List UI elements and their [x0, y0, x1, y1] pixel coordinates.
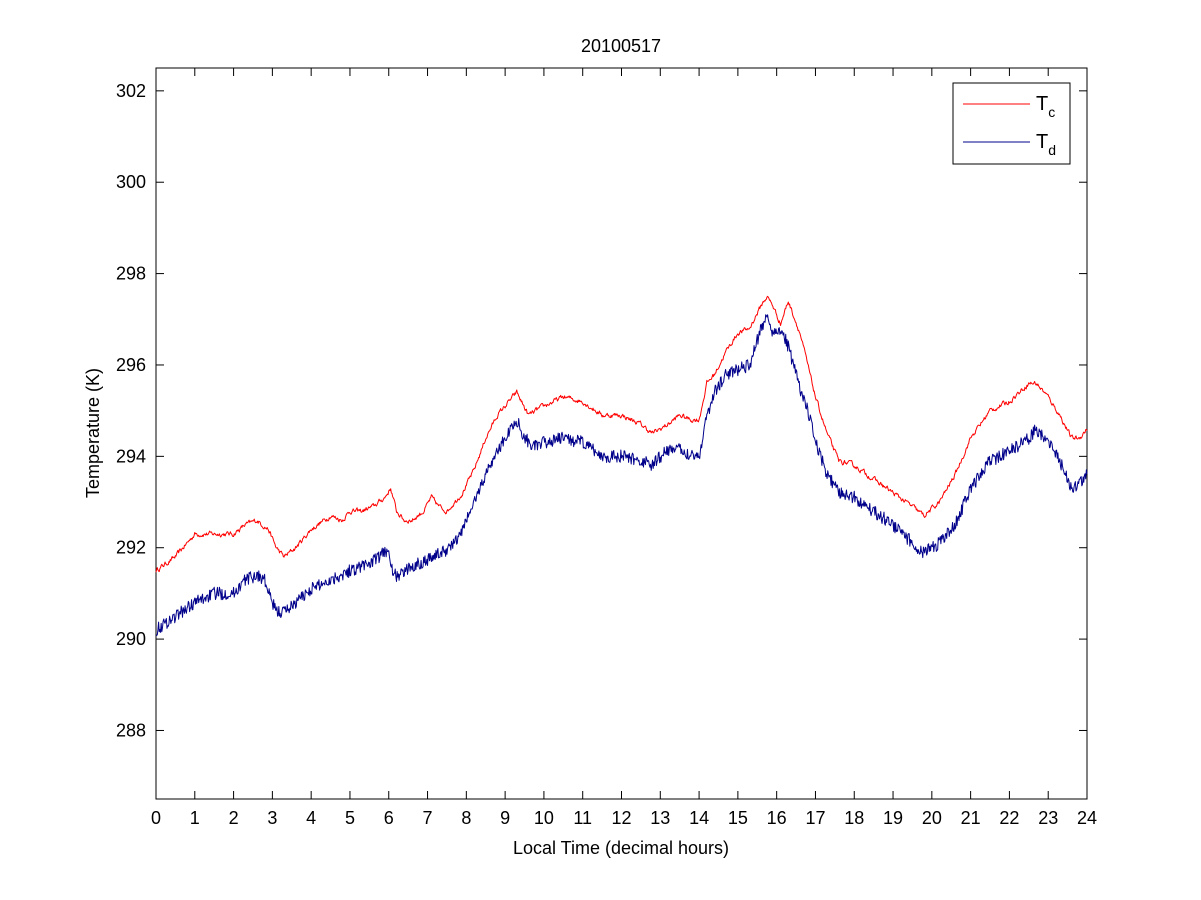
- y-tick-label: 296: [116, 355, 146, 375]
- x-tick-label: 4: [306, 808, 316, 828]
- legend: Tc Td: [952, 82, 1071, 165]
- x-tick-label: 18: [844, 808, 864, 828]
- series-line-tc: [155, 295, 1088, 573]
- y-tick-label: 292: [116, 538, 146, 558]
- x-tick-label: 19: [883, 808, 903, 828]
- x-tick-label: 0: [151, 808, 161, 828]
- x-tick-label: 21: [961, 808, 981, 828]
- x-tick-label: 22: [999, 808, 1019, 828]
- plot-lines: [155, 295, 1088, 636]
- x-tick-label: 8: [461, 808, 471, 828]
- y-tick-label: 298: [116, 264, 146, 284]
- x-tick-label: 11: [573, 808, 592, 828]
- axis-ticks: 0 1 2 3 4 5 6 7 8 9 10 11 12 13 14 15 16 17 18 19 20 21 22 23 24…: [116, 68, 1097, 828]
- y-tick-label: 302: [116, 81, 146, 101]
- chart-title: 20100517: [581, 36, 661, 56]
- series-line-td: [155, 314, 1088, 636]
- plot-area: [155, 67, 1088, 800]
- y-axis-title: Temperature (K): [83, 368, 103, 498]
- legend-label-td-sub: d: [1048, 142, 1056, 158]
- legend-label-td: Td: [1036, 131, 1056, 158]
- x-tick-label: 16: [767, 808, 787, 828]
- legend-box: [952, 82, 1071, 165]
- x-tick-label: 14: [689, 808, 709, 828]
- x-tick-label: 24: [1077, 808, 1097, 828]
- x-tick-label: 9: [500, 808, 510, 828]
- x-axis-title: Local Time (decimal hours): [513, 838, 729, 858]
- y-tick-label: 290: [116, 629, 146, 649]
- legend-label-tc-main: T: [1036, 93, 1048, 115]
- y-tick-label: 294: [116, 446, 146, 466]
- x-tick-label: 7: [423, 808, 433, 828]
- x-tick-label: 17: [805, 808, 825, 828]
- x-tick-label: 13: [650, 808, 670, 828]
- x-tick-label: 2: [229, 808, 239, 828]
- y-tick-label: 300: [116, 172, 146, 192]
- x-tick-label: 5: [345, 808, 355, 828]
- legend-label-td-main: T: [1036, 131, 1048, 153]
- legend-label-tc-sub: c: [1048, 104, 1055, 120]
- x-tick-label: 3: [267, 808, 277, 828]
- x-tick-label: 10: [534, 808, 554, 828]
- x-tick-label: 1: [190, 808, 200, 828]
- x-tick-label: 6: [384, 808, 394, 828]
- y-tick-label: 288: [116, 720, 146, 740]
- x-tick-label: 23: [1038, 808, 1058, 828]
- x-tick-label: 20: [922, 808, 942, 828]
- x-tick-label: 12: [611, 808, 631, 828]
- x-tick-label: 15: [728, 808, 748, 828]
- legend-label-tc: Tc: [1036, 93, 1055, 120]
